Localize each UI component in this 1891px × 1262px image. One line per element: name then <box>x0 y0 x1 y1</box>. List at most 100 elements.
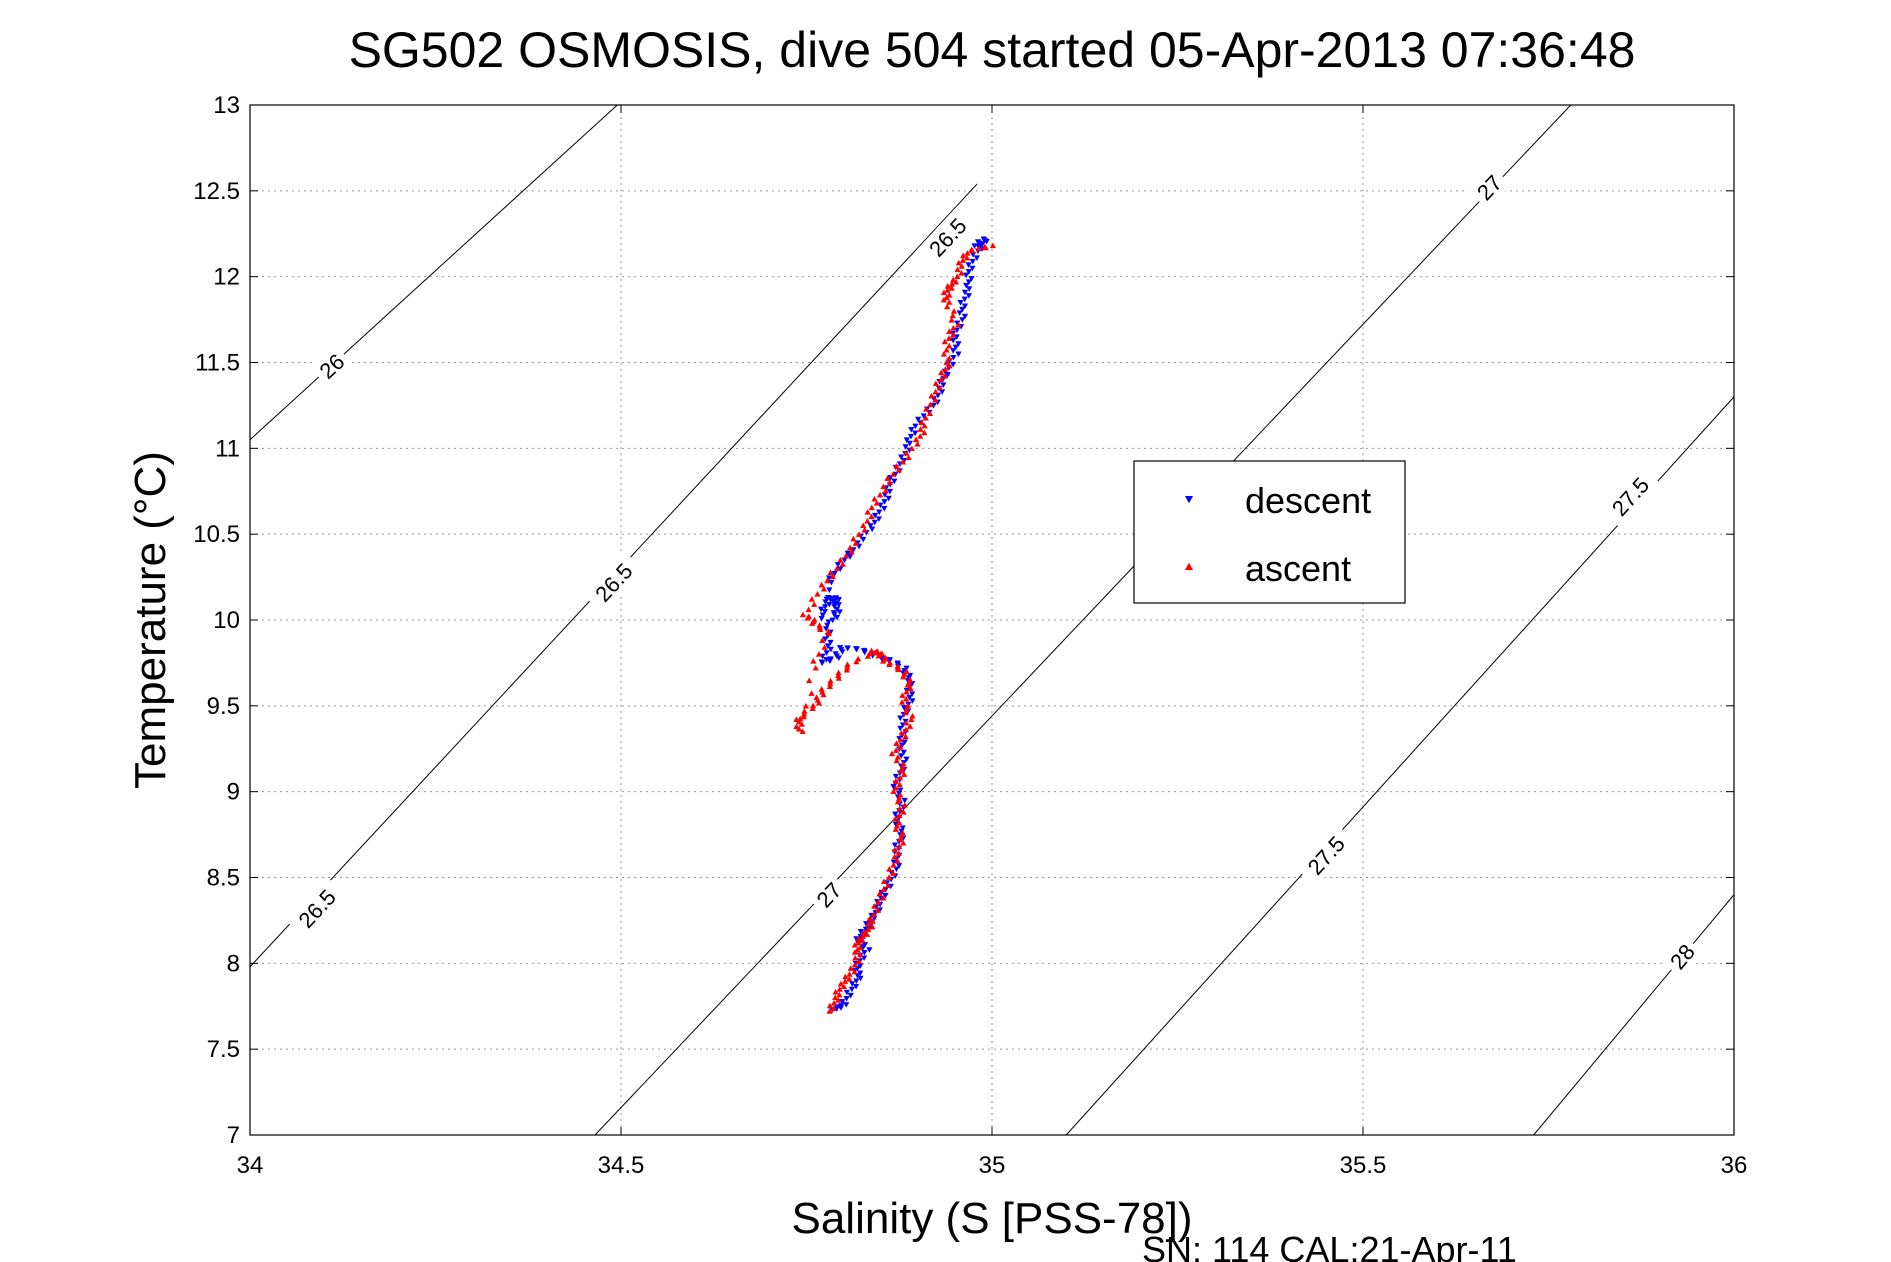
descent-point <box>867 523 874 529</box>
descent-point <box>871 519 878 526</box>
descent-point <box>831 570 838 577</box>
ascent-point <box>897 743 904 750</box>
ascent-point <box>820 585 828 592</box>
ascent-point <box>938 369 945 376</box>
ascent-point <box>905 679 913 685</box>
descent-point <box>903 437 910 443</box>
density-contour-label-bg <box>916 205 979 269</box>
descent-point <box>969 258 976 265</box>
descent-point <box>961 303 969 310</box>
descent-point <box>961 313 969 320</box>
ascent-point <box>836 991 843 998</box>
descent-point <box>824 643 831 649</box>
ascent-point <box>806 677 813 684</box>
ascent-point <box>851 968 858 975</box>
ascent-point <box>797 715 804 722</box>
ascent-point <box>819 637 826 643</box>
descent-point <box>834 561 842 568</box>
descent-point <box>959 306 966 313</box>
descent-point <box>909 691 916 698</box>
descent-point <box>822 604 829 610</box>
ascent-point <box>893 747 900 753</box>
descent-point <box>906 672 914 679</box>
ascent-point <box>830 1005 837 1012</box>
ascent-point <box>922 414 929 421</box>
ascent-point <box>799 728 806 734</box>
ascent-point <box>832 994 839 1001</box>
descent-point <box>890 859 897 866</box>
ascent-point <box>898 833 905 839</box>
descent-point <box>956 310 963 316</box>
ascent-point <box>921 422 928 429</box>
ascent-point <box>936 384 943 391</box>
ascent-point <box>921 429 928 436</box>
descent-point <box>963 282 970 289</box>
ascent-point <box>989 242 997 249</box>
ascent-point <box>861 526 868 533</box>
ascent-point <box>826 1008 833 1014</box>
ascent-point <box>903 706 910 712</box>
descent-point <box>847 992 854 999</box>
ascent-point <box>875 899 882 905</box>
ascent-point <box>932 388 939 395</box>
ascent-point <box>949 312 956 319</box>
axis-ticks: 34 34.5 35 35.5 36 7 7.5 8 8.5 9 9.5 10 10.5 11 11.5 12… <box>193 92 1747 1179</box>
ascent-point <box>944 283 951 289</box>
grid <box>249 104 1735 1136</box>
ascent-point <box>950 331 957 338</box>
legend: descent ascent <box>1133 460 1406 604</box>
ascent-point <box>892 778 899 784</box>
descent-point <box>835 655 842 661</box>
ascent-point <box>954 273 961 280</box>
descent-point <box>963 272 970 279</box>
descent-point <box>857 929 864 935</box>
ascent-point <box>873 500 880 506</box>
descent-point <box>857 975 864 982</box>
descent-point <box>901 797 908 804</box>
descent-point <box>886 488 894 495</box>
ascent-point <box>880 886 887 893</box>
ascent-point <box>903 688 910 695</box>
y-tick-label: 9.5 <box>207 693 240 720</box>
ascent-point <box>928 392 935 399</box>
y-tick-label: 10.5 <box>193 521 240 548</box>
descent-point <box>844 550 851 557</box>
ascent-point <box>903 695 910 702</box>
ascent-point <box>824 577 831 584</box>
descent-point <box>829 617 836 624</box>
density-contour-label: 27 <box>812 878 847 913</box>
ascent-point <box>859 933 867 939</box>
ascent-point <box>897 791 904 798</box>
ascent-point <box>798 721 805 727</box>
ascent-point <box>950 324 957 331</box>
ascent-point <box>808 596 815 602</box>
density-contour-line <box>250 105 618 441</box>
x-tick-label: 34.5 <box>598 1152 645 1179</box>
ascent-point <box>908 716 915 722</box>
x-tick-label: 34 <box>237 1152 264 1179</box>
ascent-point <box>943 346 950 353</box>
ascent-point <box>897 736 904 743</box>
descent-point <box>965 293 972 299</box>
descent-point <box>892 773 899 780</box>
descent-point <box>826 601 833 608</box>
ascent-point <box>868 513 875 520</box>
ascent-point <box>857 944 864 950</box>
descent-point <box>835 602 842 608</box>
descent-point <box>891 842 899 849</box>
descent-point <box>902 444 909 450</box>
ascent-point <box>795 725 803 732</box>
ascent-point <box>864 517 871 524</box>
density-contour-label-bg <box>1295 823 1357 887</box>
ascent-point <box>829 573 837 580</box>
density-contour-label-group: 26.5 <box>286 876 348 940</box>
ascent-point <box>896 781 903 788</box>
y-tick-label: 11 <box>215 435 240 462</box>
ascent-point <box>946 355 953 361</box>
legend-label-ascent: ascent <box>1245 548 1351 589</box>
y-tick-label: 9 <box>227 779 240 806</box>
descent-point <box>843 1002 850 1008</box>
ascent-point <box>820 691 827 698</box>
ascent-point <box>945 335 953 341</box>
density-contour-label-group: 27 <box>1467 165 1511 210</box>
